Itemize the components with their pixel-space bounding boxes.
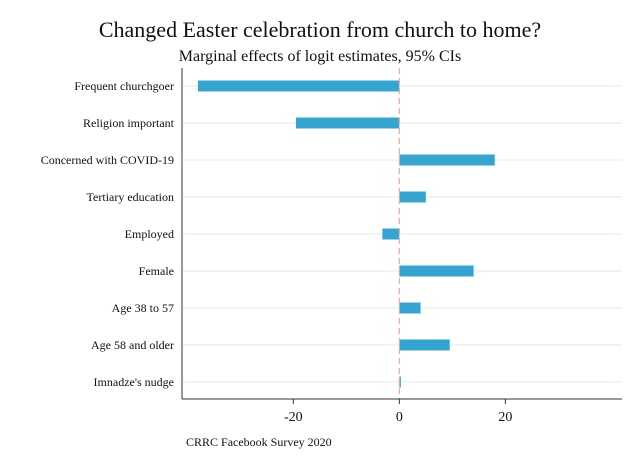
chart-title: Changed Easter celebration from church t… [99,17,541,42]
category-label-age-38-to-57: Age 38 to 57 [112,301,174,315]
category-label-frequent-churchgoer: Frequent churchgoer [74,79,174,93]
category-label-age-58-and-older: Age 58 and older [91,338,174,352]
bars [197,80,495,388]
category-label-religion-important: Religion important [83,116,175,130]
chart-subtitle: Marginal effects of logit estimates, 95%… [179,48,461,65]
x-axis-ticks: -20 0 20 [284,399,512,425]
bar-imnadze-s-nudge [399,376,401,388]
category-label-employed: Employed [125,227,174,241]
category-labels: Frequent churchgoer Religion important Con… [41,79,175,389]
bar-frequent-churchgoer [197,80,400,92]
category-label-female: Female [139,264,174,278]
category-label-concerned-with-covid-19: Concerned with COVID-19 [41,153,174,167]
bar-female [399,265,474,277]
source-note: CRRC Facebook Survey 2020 [186,435,332,449]
bar-religion-important [295,117,400,129]
category-label-imnadze-s-nudge: Imnadze's nudge [94,375,174,389]
x-tick-label-0: -20 [284,410,303,425]
x-tick-label-1: 0 [396,410,403,425]
bar-age-38-to-57 [399,302,421,314]
bar-concerned-with-covid-19 [399,154,495,166]
bar-age-58-and-older [399,339,450,351]
category-label-tertiary-education: Tertiary education [87,190,174,204]
bar-tertiary-education [399,191,426,203]
gridlines [182,85,622,383]
x-tick-label-2: 20 [498,410,512,425]
bar-employed [382,228,400,240]
